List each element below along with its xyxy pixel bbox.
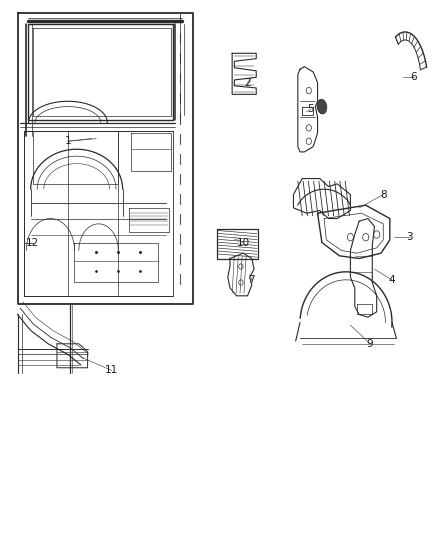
Text: 8: 8 — [380, 190, 387, 199]
Text: 1: 1 — [64, 136, 71, 146]
Text: 7: 7 — [248, 275, 255, 285]
Text: 4: 4 — [389, 275, 396, 285]
Text: 11: 11 — [105, 366, 118, 375]
Ellipse shape — [317, 99, 327, 114]
Text: 3: 3 — [406, 232, 413, 242]
Text: 10: 10 — [237, 238, 250, 247]
Text: 6: 6 — [410, 72, 417, 82]
Text: 2: 2 — [244, 78, 251, 87]
Text: 9: 9 — [367, 339, 374, 349]
Text: 12: 12 — [26, 238, 39, 247]
Text: 5: 5 — [307, 104, 314, 114]
